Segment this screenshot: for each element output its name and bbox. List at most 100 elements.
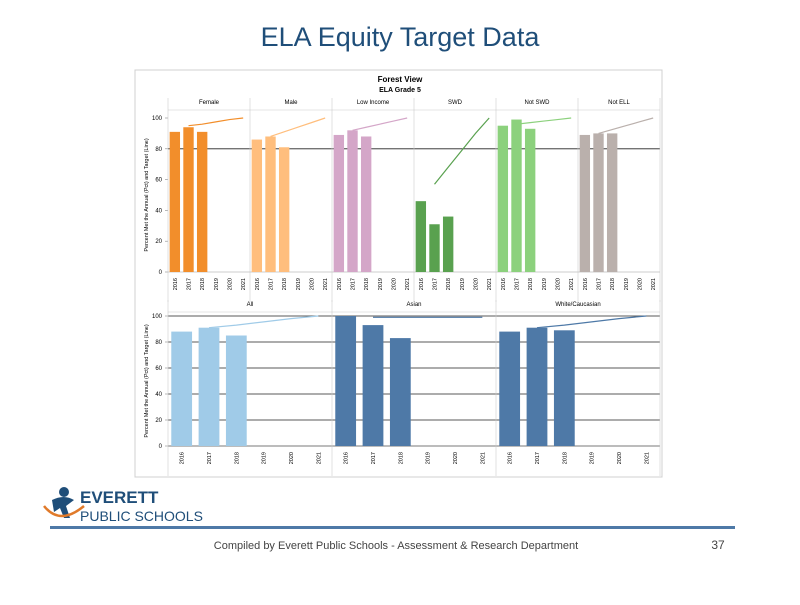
x-tick-label: 2017 [207,452,213,464]
y-tick-label: 80 [155,147,162,153]
x-tick-label: 2019 [542,278,548,290]
x-tick-label: 2019 [426,452,432,464]
x-tick-label: 2018 [398,452,404,464]
x-tick-label: 2017 [351,278,357,290]
y-tick-label: 20 [155,239,162,245]
x-tick-label: 2020 [638,278,644,290]
target-line [270,117,326,138]
bar [362,325,384,446]
x-tick-label: 2018 [610,278,616,290]
footer-rule [50,526,735,529]
bar [526,327,548,446]
x-tick-label: 2021 [651,278,657,290]
x-tick-label: 2020 [310,278,316,290]
y-tick-label: 60 [155,366,162,372]
target-line [516,117,572,125]
bar [442,216,454,272]
x-tick-label: 2020 [474,278,480,290]
x-tick-label: 2016 [337,278,343,290]
x-tick-label: 2016 [583,278,589,290]
group-label: All [247,302,254,308]
bar [511,119,522,272]
y-tick-label: 40 [155,392,162,398]
y-tick-label: 100 [152,314,163,320]
bar [225,335,247,446]
x-tick-label: 2019 [262,452,268,464]
x-tick-label: 2021 [569,278,575,290]
y-tick-label: 0 [159,444,163,450]
y-tick-label: 40 [155,208,162,214]
x-tick-label: 2017 [371,452,377,464]
y-tick-label: 0 [159,270,163,276]
x-tick-label: 2017 [597,278,603,290]
bar [335,316,357,446]
group-label: White/Caucasian [555,302,600,308]
group-label: SWD [448,100,463,106]
x-tick-label: 2016 [255,278,261,290]
x-tick-label: 2019 [590,452,596,464]
x-tick-label: 2016 [419,278,425,290]
group-label: Not ELL [608,100,630,106]
x-tick-label: 2018 [364,278,370,290]
x-tick-label: 2018 [282,278,288,290]
group-label: Asian [406,302,421,308]
logo-line1: EVERETT [80,488,159,507]
target-line [352,117,408,131]
target-line [434,117,490,185]
group-label: Male [284,100,298,106]
bar [553,330,575,446]
bar [524,128,536,272]
y-tick-label: 60 [155,178,162,184]
x-tick-label: 2019 [378,278,384,290]
x-tick-label: 2020 [228,278,234,290]
bar [389,338,411,446]
bar [429,224,440,272]
bar [606,133,618,272]
x-tick-label: 2019 [296,278,302,290]
bar [415,201,427,272]
x-tick-label: 2020 [617,452,623,464]
x-tick-label: 2016 [508,452,514,464]
x-tick-label: 2017 [515,278,521,290]
target-line [598,117,654,134]
chart-subtitle: ELA Grade 5 [379,87,421,94]
bar [278,147,290,272]
group-label: Female [199,100,220,106]
bar [196,131,208,272]
bar [171,331,193,446]
page-number: 37 [711,538,725,552]
x-tick-label: 2021 [405,278,411,290]
x-tick-label: 2021 [644,452,650,464]
slide-title: ELA Equity Target Data [261,22,541,52]
x-tick-label: 2021 [487,278,493,290]
x-tick-label: 2019 [460,278,466,290]
x-tick-label: 2017 [187,278,193,290]
x-tick-label: 2017 [269,278,275,290]
x-tick-label: 2021 [323,278,329,290]
footer-credit: Compiled by Everett Public Schools - Ass… [214,540,578,552]
y-tick-label: 100 [152,116,163,122]
logo-icon [43,487,85,518]
target-line [536,315,647,329]
target-line [208,315,319,329]
x-tick-label: 2019 [624,278,630,290]
y-tick-label: 80 [155,340,162,346]
x-tick-label: 2016 [344,452,350,464]
x-tick-label: 2018 [562,452,568,464]
bar [183,127,194,273]
bar [593,133,604,272]
x-tick-label: 2021 [316,452,322,464]
bar [198,327,220,446]
x-tick-label: 2018 [200,278,206,290]
x-tick-label: 2020 [453,452,459,464]
x-tick-label: 2020 [392,278,398,290]
bar [360,136,372,272]
bar [347,130,358,272]
x-tick-label: 2016 [501,278,507,290]
x-tick-label: 2020 [556,278,562,290]
logo-line2: PUBLIC SCHOOLS [80,508,203,524]
target-line [188,117,244,127]
chart-title: Forest View [378,75,424,84]
